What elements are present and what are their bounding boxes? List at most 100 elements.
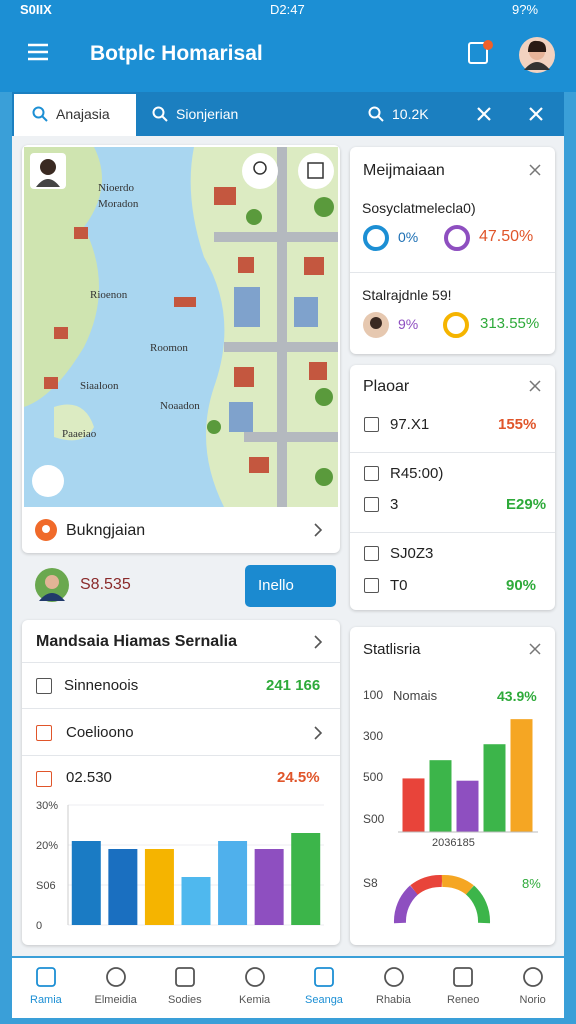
map-label: Nioerdo (98, 182, 135, 194)
stats-chart (398, 719, 538, 833)
ring (444, 225, 470, 251)
row-label: 02.530 (66, 769, 112, 786)
nav-label[interactable]: Elmeidia (94, 994, 137, 1006)
stat-value: 313.55% (480, 315, 540, 332)
header-bg (0, 0, 576, 92)
button-label[interactable]: Inello (258, 577, 294, 594)
nav-glyph (175, 967, 195, 987)
x-label: 2036185 (432, 837, 475, 849)
bar (71, 841, 101, 925)
nav-label[interactable]: Sodies (168, 994, 202, 1006)
nav-label[interactable]: Seanga (305, 994, 343, 1006)
bar (254, 849, 284, 925)
nav-icon[interactable] (381, 964, 407, 990)
y-tick-label: S06 (36, 880, 56, 892)
legend-value: 43.9% (497, 688, 537, 704)
nav-glyph (383, 967, 404, 987)
tab-label[interactable]: Sionjerian (176, 106, 239, 122)
nav-label[interactable]: Rhabia (376, 994, 411, 1006)
notify-icon[interactable] (466, 38, 496, 68)
nav-label[interactable]: Reneo (447, 994, 480, 1006)
plan-card (350, 365, 555, 610)
row-icon (364, 497, 379, 512)
app-title: Botplc Homarisal (90, 42, 263, 65)
row-value: E29% (506, 496, 547, 513)
axis-label: 300 (363, 729, 384, 743)
nav-glyph (522, 967, 543, 987)
bar (291, 833, 321, 925)
tab-label[interactable]: 10.2K (392, 106, 429, 122)
nav-glyph (105, 967, 126, 987)
card-title: Meijmaiaan (363, 162, 445, 179)
close-icon[interactable] (528, 163, 542, 177)
bar (483, 744, 506, 832)
stat-avatar (363, 312, 389, 338)
tab-label[interactable]: Anajasia (56, 106, 110, 122)
nav-label[interactable]: Norio (519, 994, 546, 1006)
avatar[interactable] (518, 36, 556, 74)
button[interactable] (245, 565, 336, 607)
card-title: Statlisria (363, 641, 421, 658)
nav-icon[interactable] (172, 964, 198, 990)
pin-icon (35, 519, 57, 541)
nav-icon[interactable] (450, 964, 476, 990)
bar (402, 778, 425, 832)
stat-value: 9% (398, 316, 419, 332)
axis-label: 100 (363, 688, 384, 702)
row-label: SJ0Z3 (390, 545, 434, 562)
map-label: Roomon (150, 342, 188, 354)
carrier: S0IIX (20, 2, 52, 17)
summary-chart: 30% 20% S06 0 (36, 800, 324, 932)
gauge (394, 874, 490, 924)
close-icon[interactable] (528, 642, 542, 656)
divider (350, 452, 555, 453)
close-icon[interactable] (528, 379, 542, 393)
chevron[interactable] (312, 522, 324, 538)
map-label: Siaaloon (80, 380, 119, 392)
map-label: Noaadon (160, 400, 200, 412)
divider (22, 755, 340, 756)
nav-glyph (244, 967, 265, 987)
nav-icon[interactable] (311, 964, 337, 990)
nav-icon[interactable] (242, 964, 268, 990)
stat-label: Sosyclatmelecla0) (362, 200, 476, 216)
row-icon (36, 771, 52, 787)
divider (22, 662, 340, 663)
nav-label[interactable]: Kemia (239, 994, 271, 1006)
row-value: 155% (498, 416, 537, 433)
row-icon (364, 578, 379, 593)
profile-avatar (35, 568, 69, 602)
nav-label[interactable]: Ramia (30, 994, 62, 1006)
gauge-value: 8% (522, 876, 541, 891)
bar (218, 841, 248, 925)
close-icons[interactable] (476, 106, 556, 122)
row-label: 97.X1 (390, 416, 430, 433)
time: D2:47 (270, 2, 305, 17)
row-label: Sinnenoois (64, 677, 139, 694)
stat-label: Stalrajdnle 59! (362, 287, 452, 303)
map[interactable] (24, 147, 338, 507)
nav-icon[interactable] (33, 964, 59, 990)
row-label[interactable]: Coelioono (66, 724, 134, 741)
chevron[interactable] (312, 634, 324, 650)
bar (144, 849, 174, 925)
row-value: 90% (506, 577, 537, 594)
legend-label: Nomais (393, 688, 438, 703)
row-label: T0 (390, 577, 408, 594)
chevron[interactable] (312, 725, 324, 741)
nav-icon[interactable] (103, 964, 129, 990)
card-title: Mandsaia Hiamas Sernalia (36, 633, 237, 650)
divider (22, 708, 340, 709)
ring (443, 312, 469, 338)
nav-icon[interactable] (520, 964, 546, 990)
search-icon (32, 106, 48, 122)
map-label: Rioenon (90, 289, 128, 301)
bar (108, 849, 138, 925)
map-footer[interactable]: Bukngjaian (66, 522, 146, 539)
bar (429, 760, 452, 832)
y-tick-label: 30% (36, 800, 58, 812)
nav-glyph (314, 967, 334, 987)
menu-icon[interactable] (26, 42, 50, 62)
card-title: Plaoar (363, 378, 410, 395)
